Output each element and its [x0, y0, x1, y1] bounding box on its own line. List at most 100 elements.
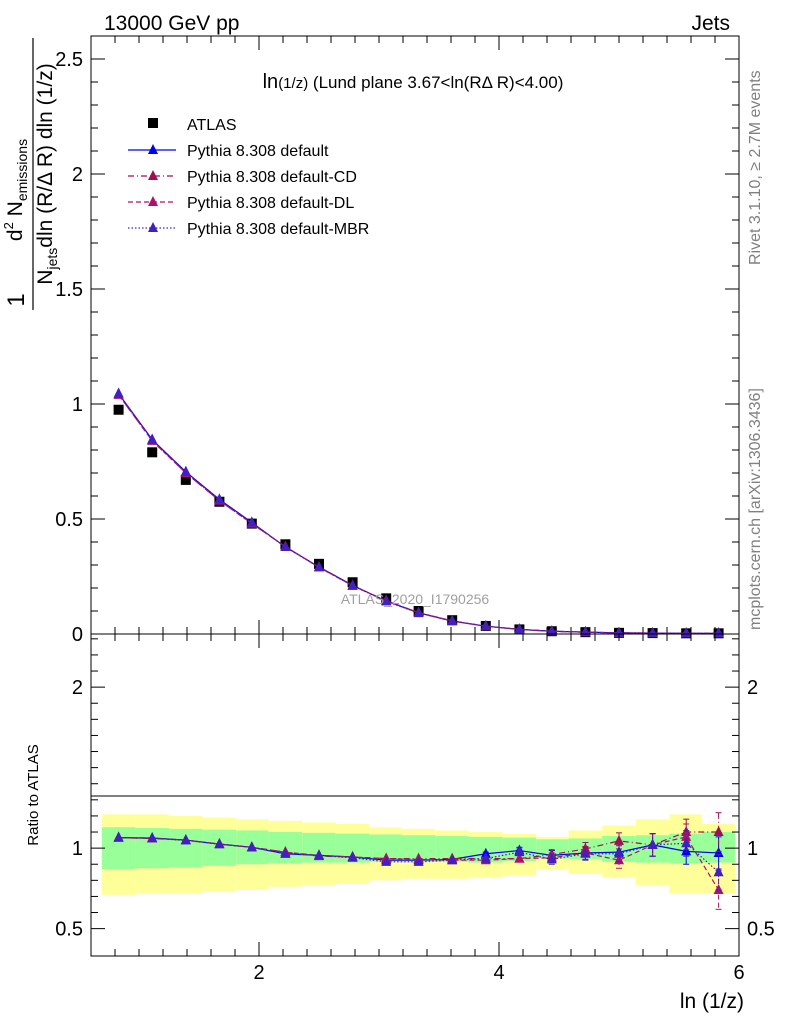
ylabel-num-d: d [4, 229, 27, 241]
main-panel: 0 0.5 1 1.5 2 2.5 ATLAS_2020_I1790256 ln(1/z)… [1, 35, 740, 646]
ratio-xlabel: ln (1/z) [680, 990, 744, 1013]
analysis-label: ATLAS_2020_I1790256 [341, 591, 490, 607]
legend-marker-default [148, 144, 158, 154]
ylabel-numerator: d2 Nemissions [1, 139, 30, 241]
legend-label-default: Pythia 8.308 default [187, 143, 329, 160]
main-series [113, 387, 724, 639]
main-series-marker-4 [480, 620, 491, 631]
main-series-marker-4 [447, 615, 458, 626]
ratio-ticks: 0.5 0.5 1 1 2 2 2 4 6 [55, 634, 775, 984]
ratio-frame [90, 633, 740, 957]
ratio-series-marker-3 [514, 846, 525, 857]
ratio-series-marker-2 [514, 852, 525, 863]
ratio-series-marker-1 [713, 826, 724, 837]
main-ticks: 0 0.5 1 1.5 2 2.5 [55, 36, 740, 646]
legend-marker-cd [148, 170, 158, 180]
atlas-data-point [180, 474, 191, 485]
legend: ATLAS Pythia 8.308 default Pythia 8.308 … [128, 117, 369, 238]
ylabel-num-n: N [4, 201, 27, 222]
ratio-series-marker-3 [413, 855, 424, 866]
ratio-series-marker-3 [580, 847, 591, 858]
main-series-marker-4 [113, 387, 124, 398]
ratio-series-marker-3 [681, 837, 692, 848]
ratio-series-marker-2 [713, 883, 724, 894]
ylabel-num-sub: emissions [14, 139, 30, 201]
main-series-marker-4 [246, 516, 257, 527]
ratio-series-marker-3 [614, 847, 624, 858]
ratio-series-marker-3 [546, 853, 557, 864]
legend-marker-mbr [148, 222, 158, 232]
main-series-marker-4 [514, 623, 525, 634]
ratio-series-marker-3 [113, 831, 124, 842]
ylabel-denominator: Njetsdln (R/Δ R) dln (1/z) [34, 63, 60, 284]
ylabel-one: 1 [3, 293, 30, 306]
ratio-ytick-label: 1 [72, 838, 83, 860]
ratio-series-marker-3 [180, 834, 191, 845]
ratio-xtick-label: 2 [253, 962, 264, 984]
ratio-ylabel: Ratio to ATLAS [25, 744, 42, 845]
process-label: Jets [691, 12, 730, 35]
ratio-xtick-label: 6 [733, 962, 744, 984]
ylabel-num-sup: 2 [1, 222, 16, 229]
ratio-series-marker-0 [681, 845, 692, 856]
main-series-marker-4 [681, 627, 692, 638]
legend-marker-atlas [148, 118, 158, 128]
main-ytick-label: 0 [72, 624, 83, 646]
ylabel-den-sub: jets [44, 248, 60, 271]
legend-entry-mbr: Pythia 8.308 default-MBR [128, 221, 369, 238]
legend-label-dl: Pythia 8.308 default-DL [187, 195, 354, 212]
legend-label-mbr: Pythia 8.308 default-MBR [187, 221, 369, 238]
main-series-marker-4 [147, 433, 158, 444]
ratio-series-marker-3 [347, 851, 358, 862]
ratio-series-marker-3 [214, 838, 225, 849]
ratio-series-marker-3 [314, 849, 324, 860]
legend-label-atlas: ATLAS [187, 117, 237, 134]
legend-entry-atlas: ATLAS [148, 117, 237, 134]
ratio-series-marker-3 [280, 847, 291, 858]
legend-entry-cd: Pythia 8.308 default-CD [128, 169, 357, 186]
legend-label-cd: Pythia 8.308 default-CD [187, 169, 357, 186]
ratio-series-marker-3 [713, 866, 724, 877]
main-title: ln(1/z) (Lund plane 3.67<ln(RΔ R)<4.00) [263, 71, 564, 93]
ratio-series-marker-2 [681, 830, 692, 841]
ratio-ytick-label-right: 1 [747, 838, 758, 860]
main-series-marker-4 [647, 627, 658, 638]
main-series-marker-4 [381, 595, 392, 606]
main-series-marker-4 [546, 625, 557, 636]
main-title-main: ln [263, 71, 279, 93]
main-series-marker-4 [347, 579, 358, 590]
main-series-marker-4 [214, 493, 225, 504]
main-series-marker-4 [413, 607, 424, 618]
ylabel-den-rest: dln (R/Δ R) dln (1/z) [34, 63, 57, 247]
atlas-data-point [147, 447, 158, 458]
ratio-panel: 0.5 0.5 1 1 2 2 2 4 6 Ratio to ATLAS ln (1/z) [25, 633, 775, 1013]
site-label: mcplots.cern.ch [arXiv:1306.3436] [747, 388, 764, 630]
energy-label: 13000 GeV pp [104, 12, 239, 35]
rivet-label: Rivet 3.1.10, ≥ 2.7M events [747, 70, 764, 265]
ratio-series-marker-3 [381, 855, 392, 866]
ratio-series-marker-1 [614, 834, 624, 845]
atlas-data-point [113, 404, 124, 415]
main-series-marker-4 [314, 561, 324, 572]
main-ytick-label: 2.5 [55, 49, 83, 71]
main-series-marker-4 [280, 541, 291, 552]
legend-entry-default: Pythia 8.308 default [128, 143, 329, 160]
main-ytick-label: 1.5 [55, 279, 83, 301]
legend-entry-dl: Pythia 8.308 default-DL [128, 195, 354, 212]
main-ytick-label: 2 [72, 164, 83, 186]
main-ytick-label: 1 [72, 394, 83, 416]
ratio-ytick-label-right: 2 [747, 677, 758, 699]
ratio-series-marker-3 [480, 852, 491, 863]
main-ylabel: 1 d2 Nemissions Njetsdln (R/Δ R) dln (1/… [1, 38, 60, 310]
ratio-series-marker-3 [447, 854, 458, 865]
main-ytick-label: 0.5 [55, 509, 83, 531]
ratio-ytick-label: 2 [72, 677, 83, 699]
ratio-series-marker-3 [246, 841, 257, 852]
ratio-series-marker-3 [647, 838, 658, 849]
ratio-series [113, 812, 724, 910]
main-title-sub: (1/z) [278, 75, 308, 92]
ratio-xtick-label: 4 [493, 962, 504, 984]
ratio-ytick-label: 0.5 [55, 919, 83, 941]
main-title-rest: (Lund plane 3.67<ln(RΔ R)<4.00) [308, 73, 563, 92]
